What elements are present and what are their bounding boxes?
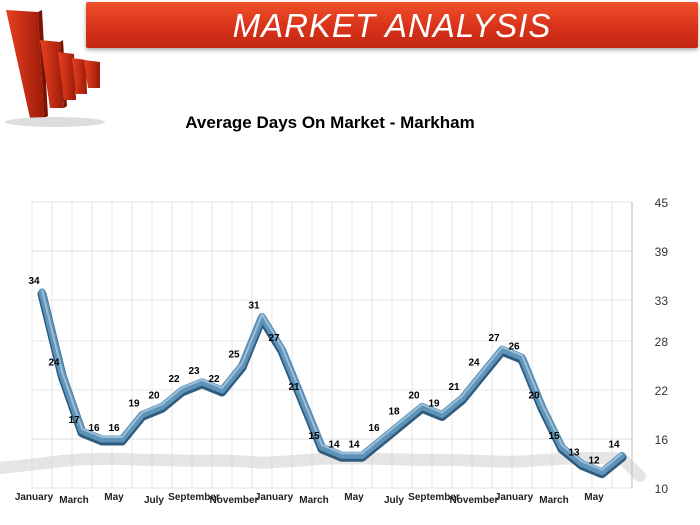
days-on-market-chart: 10 16 22 28 33 39 45 34 24 17 16 16 19 20 22 23 22 25 31 27… xyxy=(0,196,669,506)
y-tick-label: 33 xyxy=(655,294,669,308)
data-label: 16 xyxy=(88,423,100,434)
data-label: 34 xyxy=(28,276,40,287)
data-label: 23 xyxy=(188,366,200,377)
data-label: 20 xyxy=(148,390,160,401)
y-tick-label: 10 xyxy=(655,482,669,496)
x-tick-label: May xyxy=(104,492,124,503)
data-label: 27 xyxy=(268,333,280,344)
x-tick-label: May xyxy=(344,492,364,503)
data-label: 21 xyxy=(288,382,300,393)
data-label: 17 xyxy=(68,415,80,426)
data-label: 14 xyxy=(328,439,340,450)
data-label: 14 xyxy=(608,439,620,450)
header-banner: MARKET ANALYSIS xyxy=(86,2,698,48)
data-label: 24 xyxy=(48,358,60,369)
data-label: 15 xyxy=(548,431,560,442)
x-tick-label: January xyxy=(495,492,534,503)
data-label: 24 xyxy=(468,358,480,369)
banner-title: MARKET ANALYSIS xyxy=(232,7,552,44)
x-tick-label: March xyxy=(539,495,568,506)
data-label: 31 xyxy=(248,300,260,311)
data-label: 26 xyxy=(508,341,520,352)
x-tick-label: July xyxy=(384,495,404,506)
data-label: 12 xyxy=(588,456,600,467)
data-label: 21 xyxy=(448,382,460,393)
x-tick-label: September xyxy=(408,492,460,503)
data-label: 16 xyxy=(108,423,120,434)
x-tick-label: November xyxy=(450,495,499,506)
data-label: 19 xyxy=(428,398,440,409)
data-label: 25 xyxy=(228,349,240,360)
x-tick-label: May xyxy=(584,492,604,503)
chart-title: Average Days On Market - Markham xyxy=(185,113,475,132)
y-tick-label: 45 xyxy=(655,196,669,210)
y-tick-label: 39 xyxy=(655,245,669,259)
data-label: 22 xyxy=(168,374,180,385)
data-label: 20 xyxy=(528,390,540,401)
line-shadow xyxy=(0,452,646,482)
x-tick-label: November xyxy=(210,495,259,506)
data-label: 18 xyxy=(388,407,400,418)
data-label: 27 xyxy=(488,333,500,344)
x-tick-label: March xyxy=(299,495,328,506)
data-label: 15 xyxy=(308,431,320,442)
x-tick-label: January xyxy=(15,492,54,503)
x-tick-label: July xyxy=(144,495,164,506)
y-tick-label: 28 xyxy=(655,335,669,349)
series-line-highlight xyxy=(41,289,623,471)
y-tick-label: 22 xyxy=(655,384,669,398)
y-tick-label: 16 xyxy=(655,433,669,447)
data-label: 22 xyxy=(208,374,220,385)
data-label: 20 xyxy=(408,390,420,401)
data-label: 13 xyxy=(568,447,580,458)
x-tick-label: January xyxy=(255,492,294,503)
data-label: 19 xyxy=(128,398,140,409)
data-label: 16 xyxy=(368,423,380,434)
x-tick-label: March xyxy=(59,495,88,506)
data-label: 14 xyxy=(348,439,360,450)
bar-chart-logo xyxy=(0,0,110,130)
x-tick-label: September xyxy=(168,492,220,503)
